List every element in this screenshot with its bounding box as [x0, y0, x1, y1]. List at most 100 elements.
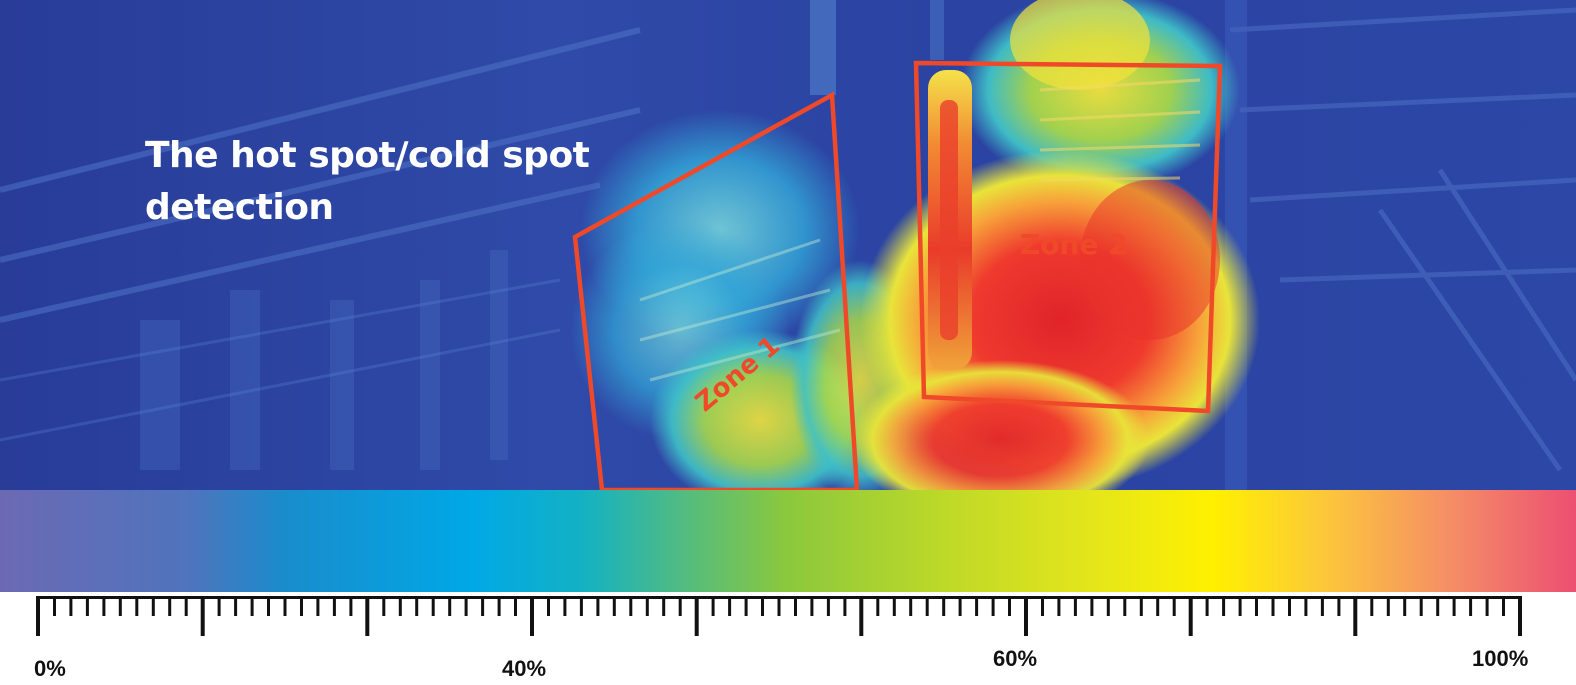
minor-tick [991, 596, 995, 616]
temperature-color-scale [0, 490, 1576, 592]
zone-2-label: Zone 2 [1020, 228, 1128, 261]
minor-tick [1222, 596, 1226, 616]
minor-tick [448, 596, 452, 616]
minor-tick [892, 596, 896, 616]
minor-tick [1370, 596, 1374, 616]
minor-tick [843, 596, 847, 616]
minor-tick [53, 596, 56, 616]
minor-tick [975, 596, 979, 616]
major-tick [859, 596, 864, 636]
minor-tick [316, 596, 320, 616]
minor-tick [1452, 596, 1456, 616]
minor-tick [1008, 596, 1011, 616]
minor-tick [234, 596, 238, 616]
headline-text: The hot spot/cold spot detection [145, 135, 590, 228]
minor-tick [563, 596, 567, 616]
minor-tick [69, 596, 73, 616]
minor-tick [332, 596, 336, 616]
minor-tick [1205, 596, 1209, 616]
major-tick [1024, 596, 1028, 636]
major-tick [36, 596, 40, 636]
minor-tick [1139, 596, 1143, 616]
tick-label-100: 100% [1472, 646, 1529, 671]
minor-tick [135, 596, 139, 616]
minor-tick [1123, 596, 1127, 616]
minor-tick [1386, 596, 1390, 616]
minor-tick [1156, 596, 1160, 616]
minor-tick [744, 596, 748, 616]
zone-2-outline [913, 60, 1223, 414]
minor-tick [1172, 596, 1176, 616]
minor-tick [1288, 596, 1291, 616]
minor-tick [711, 596, 715, 616]
minor-tick [514, 596, 517, 616]
minor-tick [1255, 596, 1258, 616]
minor-tick [102, 596, 106, 616]
minor-tick [415, 596, 419, 616]
minor-tick [184, 596, 188, 616]
minor-tick [464, 596, 468, 616]
minor-tick [958, 596, 962, 616]
major-tick [200, 596, 205, 636]
minor-tick [382, 596, 386, 616]
major-tick [365, 596, 370, 636]
minor-tick [431, 596, 435, 616]
major-tick [530, 596, 534, 636]
minor-tick [678, 596, 682, 616]
minor-tick [579, 596, 583, 616]
minor-tick [250, 596, 254, 616]
minor-tick [1238, 596, 1242, 616]
minor-tick [645, 596, 649, 616]
minor-tick [925, 596, 929, 616]
minor-tick [481, 596, 485, 616]
minor-tick [1419, 596, 1423, 616]
minor-tick [596, 596, 600, 616]
minor-tick [777, 596, 781, 616]
minor-tick [283, 596, 287, 616]
major-tick [1353, 596, 1358, 636]
minor-tick [1304, 596, 1308, 616]
minor-tick [1090, 596, 1094, 616]
minor-tick [662, 596, 666, 616]
minor-tick [794, 596, 797, 616]
minor-tick [629, 596, 633, 616]
ruler-ticks [36, 596, 1522, 636]
minor-tick [497, 596, 501, 616]
minor-tick [909, 596, 913, 616]
minor-tick [217, 596, 221, 616]
minor-tick [1485, 596, 1489, 616]
minor-tick [1436, 596, 1440, 616]
thermal-heatmap [0, 0, 1576, 490]
zone-1-outline [572, 91, 860, 490]
minor-tick [728, 596, 732, 616]
minor-tick [168, 596, 172, 616]
scale-ruler: 0% 40% 60% 100% [0, 592, 1576, 685]
minor-tick [942, 596, 946, 616]
minor-tick [612, 596, 616, 616]
minor-tick [1320, 596, 1324, 616]
tick-label-0: 0% [34, 656, 66, 681]
minor-tick [1337, 596, 1341, 616]
minor-tick [118, 596, 122, 616]
minor-tick [267, 596, 270, 616]
minor-tick [876, 596, 880, 616]
minor-tick [151, 596, 155, 616]
minor-tick [349, 596, 353, 616]
major-tick [694, 596, 699, 636]
minor-tick [1057, 596, 1061, 616]
minor-tick [810, 596, 814, 616]
minor-tick [398, 596, 402, 616]
major-tick [1188, 596, 1193, 636]
tick-label-60: 60% [993, 646, 1038, 671]
minor-tick [1502, 596, 1505, 616]
minor-tick [761, 596, 764, 616]
minor-tick [1469, 596, 1473, 616]
minor-tick [1041, 596, 1044, 616]
minor-tick [1403, 596, 1407, 616]
tick-label-40: 40% [502, 656, 547, 681]
minor-tick [1106, 596, 1110, 616]
minor-tick [85, 596, 89, 616]
minor-tick [826, 596, 830, 616]
minor-tick [300, 596, 303, 616]
